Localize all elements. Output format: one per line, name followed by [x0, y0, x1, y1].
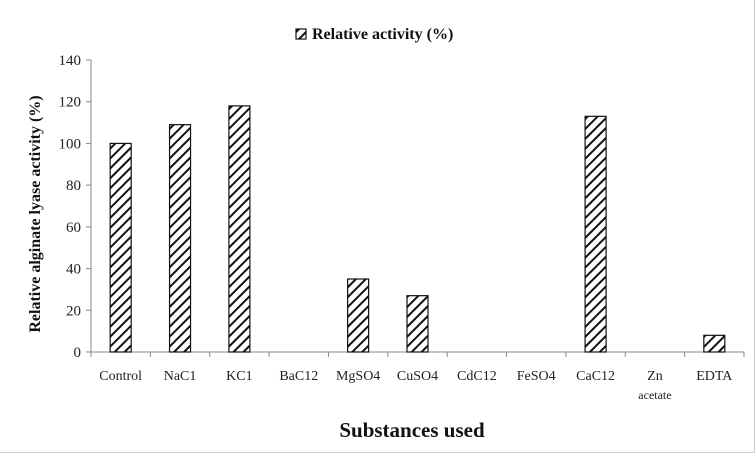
y-tick-label: 0	[74, 345, 82, 361]
y-tick-label: 40	[66, 262, 81, 278]
y-tick-label: 20	[66, 303, 81, 319]
x-category-label: Control	[99, 369, 142, 384]
legend-label: Relative activity (%)	[312, 26, 453, 43]
bar-nac1	[168, 124, 192, 353]
x-category-label: NaC1	[164, 369, 197, 384]
x-category-label: FeSO4	[517, 369, 556, 384]
y-tick-label: 140	[59, 53, 82, 69]
y-tick-label: 80	[66, 178, 81, 194]
y-tick-label: 120	[59, 95, 82, 111]
bar-cac12	[584, 115, 607, 353]
x-category-label-line: acetate	[638, 388, 671, 402]
plot-area: 0 20 40 60 80 100 120 140 Control NaC1 KC1 BaC12 MgS…	[59, 53, 745, 402]
x-category-label: Zn acetate	[638, 369, 671, 402]
x-category-label: BaC12	[279, 369, 318, 384]
x-category-label: KC1	[226, 369, 252, 384]
bar-mgso4	[347, 278, 370, 353]
x-category-label: CuSO4	[397, 369, 438, 384]
x-category-label-line: Zn	[647, 369, 663, 384]
bar-cuso4	[406, 295, 429, 353]
y-tick-label: 60	[66, 220, 81, 236]
x-category-label: CdC12	[457, 369, 497, 384]
x-category-label: MgSO4	[336, 369, 380, 384]
x-category-label: CaC12	[576, 369, 615, 384]
legend-swatch	[295, 28, 307, 40]
y-tick-label: 100	[59, 136, 82, 152]
y-axis-title: Relative alginate lyase activity (%)	[27, 95, 44, 332]
bar-edta	[703, 334, 726, 353]
legend: Relative activity (%)	[295, 26, 453, 43]
x-category-label: EDTA	[696, 369, 733, 384]
bar-control	[109, 142, 132, 353]
bar-kc1	[228, 105, 251, 353]
x-axis-title: Substances used	[339, 418, 485, 442]
